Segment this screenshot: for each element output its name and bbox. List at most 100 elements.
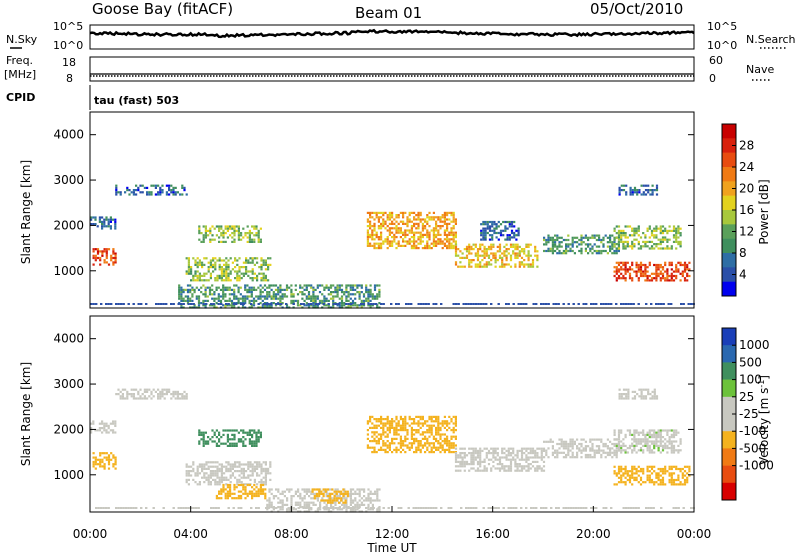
data-cell	[391, 231, 394, 234]
data-cell	[465, 248, 469, 251]
data-cell	[681, 474, 684, 477]
data-cell	[135, 193, 138, 196]
data-cell	[628, 470, 632, 473]
data-cell	[610, 507, 613, 509]
data-cell	[443, 442, 446, 445]
data-cell	[531, 460, 535, 463]
data-cell	[446, 437, 449, 440]
data-cell	[428, 442, 431, 445]
data-cell	[370, 303, 373, 305]
data-cell	[362, 304, 366, 307]
data-cell	[655, 229, 658, 232]
data-cell	[622, 442, 625, 445]
data-cell	[598, 451, 601, 454]
data-cell	[94, 218, 97, 221]
data-cell	[237, 288, 240, 291]
data-cell	[109, 227, 112, 230]
data-cell	[589, 438, 592, 441]
data-cell	[292, 507, 295, 509]
data-cell	[609, 236, 612, 239]
nave-tick-top: 60	[709, 54, 723, 67]
data-cell	[214, 478, 217, 481]
data-cell	[498, 469, 502, 472]
data-cell	[242, 492, 245, 495]
data-cell	[214, 481, 217, 484]
data-cell	[540, 454, 543, 457]
data-cell	[450, 214, 453, 217]
data-cell	[622, 268, 625, 271]
data-cell	[217, 295, 220, 298]
data-cell	[627, 395, 630, 398]
data-cell	[159, 397, 162, 400]
data-cell	[369, 295, 372, 298]
data-cell	[551, 451, 554, 454]
data-cell	[378, 288, 381, 291]
data-cell	[105, 216, 108, 219]
data-cell	[305, 503, 308, 506]
data-cell	[666, 440, 669, 443]
data-cell	[222, 490, 225, 493]
data-cell	[269, 463, 272, 466]
data-cell	[251, 442, 254, 445]
data-cell	[244, 438, 247, 441]
data-cell	[380, 433, 383, 436]
data-cell	[286, 499, 289, 502]
data-cell	[472, 243, 475, 246]
data-cell	[349, 490, 352, 493]
data-cell	[430, 451, 433, 454]
data-cell	[551, 249, 554, 253]
data-cell	[450, 435, 453, 438]
data-cell	[633, 467, 636, 471]
data-cell	[421, 218, 424, 221]
data-cell	[446, 244, 449, 247]
data-cell	[349, 503, 352, 506]
data-cell	[105, 254, 108, 257]
data-cell	[342, 507, 345, 509]
data-cell	[327, 303, 330, 305]
data-cell	[384, 238, 387, 241]
data-cell	[410, 247, 413, 250]
data-cell	[468, 265, 471, 268]
data-cell	[470, 265, 473, 268]
data-cell	[270, 303, 273, 305]
data-cell	[628, 433, 632, 436]
data-cell	[208, 291, 212, 294]
data-cell	[472, 259, 475, 262]
data-cell	[639, 442, 643, 445]
colorbar-tick-label: -25	[739, 407, 759, 421]
data-cell	[226, 494, 229, 498]
data-cell	[327, 508, 330, 511]
data-cell	[441, 424, 444, 427]
data-cell	[620, 481, 623, 484]
data-cell	[337, 501, 341, 504]
data-cell	[325, 299, 328, 302]
data-cell	[520, 458, 524, 461]
data-cell	[388, 431, 391, 434]
data-cell	[567, 245, 570, 248]
data-cell	[209, 470, 212, 473]
data-cell	[670, 440, 673, 443]
data-cell	[187, 268, 190, 271]
data-cell	[661, 472, 665, 475]
data-cell	[662, 303, 665, 305]
data-cell	[611, 247, 614, 250]
data-cell	[259, 492, 262, 495]
data-cell	[222, 229, 225, 232]
data-cell	[377, 244, 380, 247]
data-cell	[319, 506, 322, 509]
data-cell	[672, 431, 676, 434]
data-cell	[347, 293, 350, 296]
data-cell	[628, 234, 632, 237]
data-cell	[363, 499, 366, 502]
data-cell	[208, 304, 212, 307]
data-cell	[191, 295, 194, 298]
data-cell	[216, 461, 219, 464]
data-cell	[224, 488, 227, 491]
data-cell	[417, 424, 420, 427]
data-cell	[195, 297, 198, 300]
data-cell	[262, 492, 265, 495]
data-cell	[622, 388, 626, 391]
data-cell	[231, 240, 234, 243]
data-cell	[253, 470, 256, 473]
data-cell	[290, 288, 293, 291]
